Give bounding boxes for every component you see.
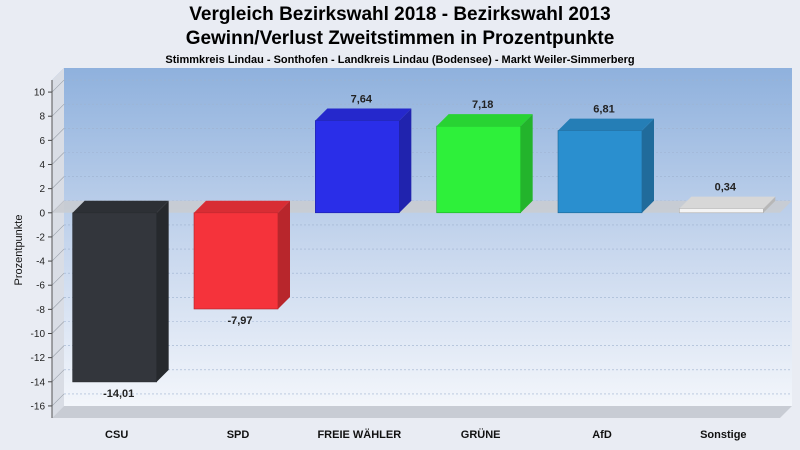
bar-front <box>193 212 279 310</box>
bar-front <box>72 212 157 383</box>
bar <box>436 114 533 214</box>
x-tick-label: Sonstige <box>700 429 746 441</box>
bar <box>315 108 412 214</box>
bar-side <box>520 114 533 213</box>
y-tick-label: -8 <box>36 305 45 316</box>
y-tick-label: 8 <box>39 112 45 123</box>
value-label: -14,01 <box>103 388 134 400</box>
chart-subtitle: Gewinn/Verlust Zweitstimmen in Prozentpu… <box>185 28 615 49</box>
y-tick-label: -6 <box>36 281 45 292</box>
grid-line-side <box>51 321 65 334</box>
chart-subtitle-region: Stimmkreis Lindau - Sonthofen - Landkrei… <box>165 54 635 66</box>
bar-top <box>315 108 412 121</box>
value-label: 6,81 <box>593 104 614 116</box>
plot-floor <box>52 406 792 418</box>
bar-side <box>763 196 776 213</box>
y-tick-label: 4 <box>39 160 45 171</box>
y-tick-label: -10 <box>31 329 46 340</box>
x-tick-label: AfD <box>592 429 612 441</box>
y-tick-label: 2 <box>39 184 45 195</box>
grid-line-side <box>51 79 65 93</box>
bar <box>557 118 654 214</box>
value-label: 7,18 <box>472 99 493 111</box>
grid-line-side <box>51 369 65 382</box>
value-label: -7,97 <box>227 315 252 327</box>
x-tick-label: FREIE WÄHLER <box>317 428 401 441</box>
bar-side <box>399 108 412 213</box>
plot-side-wall <box>52 68 64 418</box>
grid-line-side <box>51 393 65 407</box>
grid-line-side <box>51 104 65 117</box>
grid-line-side <box>51 345 65 358</box>
bar-front <box>436 125 521 214</box>
grid-line-side <box>51 128 65 141</box>
grid-line-side <box>51 273 65 286</box>
grid-line-side <box>51 297 65 310</box>
bar <box>72 200 169 383</box>
bar <box>679 196 776 214</box>
plot-area <box>64 68 792 406</box>
bar-side <box>156 200 169 382</box>
y-tick-label: -16 <box>31 401 46 412</box>
grid-line-side <box>51 248 65 262</box>
y-tick-label: -4 <box>36 257 45 268</box>
y-tick-label: -2 <box>36 232 45 243</box>
x-tick-label: SPD <box>227 429 250 441</box>
bar-side <box>642 118 654 213</box>
x-tick-label: CSU <box>105 429 128 441</box>
grid-line-side <box>51 152 65 165</box>
bar-top <box>436 114 533 127</box>
bar-front <box>315 120 400 214</box>
bar <box>193 200 290 310</box>
y-tick-label: -14 <box>31 377 46 388</box>
value-label: 7,64 <box>351 94 373 106</box>
value-label: 0,34 <box>715 182 737 194</box>
x-tick-label: GRÜNE <box>461 428 501 441</box>
chart-title: Vergleich Bezirkswahl 2018 - Bezirkswahl… <box>189 4 611 25</box>
bar-top <box>194 200 290 213</box>
bar-top <box>558 118 654 131</box>
y-tick-label: 6 <box>39 136 45 147</box>
bar-side <box>278 200 290 309</box>
y-tick-label: 0 <box>39 208 45 219</box>
grid-line-side <box>51 176 65 189</box>
bar-front <box>679 208 764 214</box>
grid-line-side <box>51 224 65 238</box>
y-tick-label: 10 <box>34 88 46 99</box>
y-axis-label: Prozentpunkte <box>13 215 25 286</box>
bar-front <box>557 130 643 214</box>
bar-top <box>72 200 169 213</box>
y-tick-label: -12 <box>31 353 46 364</box>
bar-top <box>679 196 776 209</box>
